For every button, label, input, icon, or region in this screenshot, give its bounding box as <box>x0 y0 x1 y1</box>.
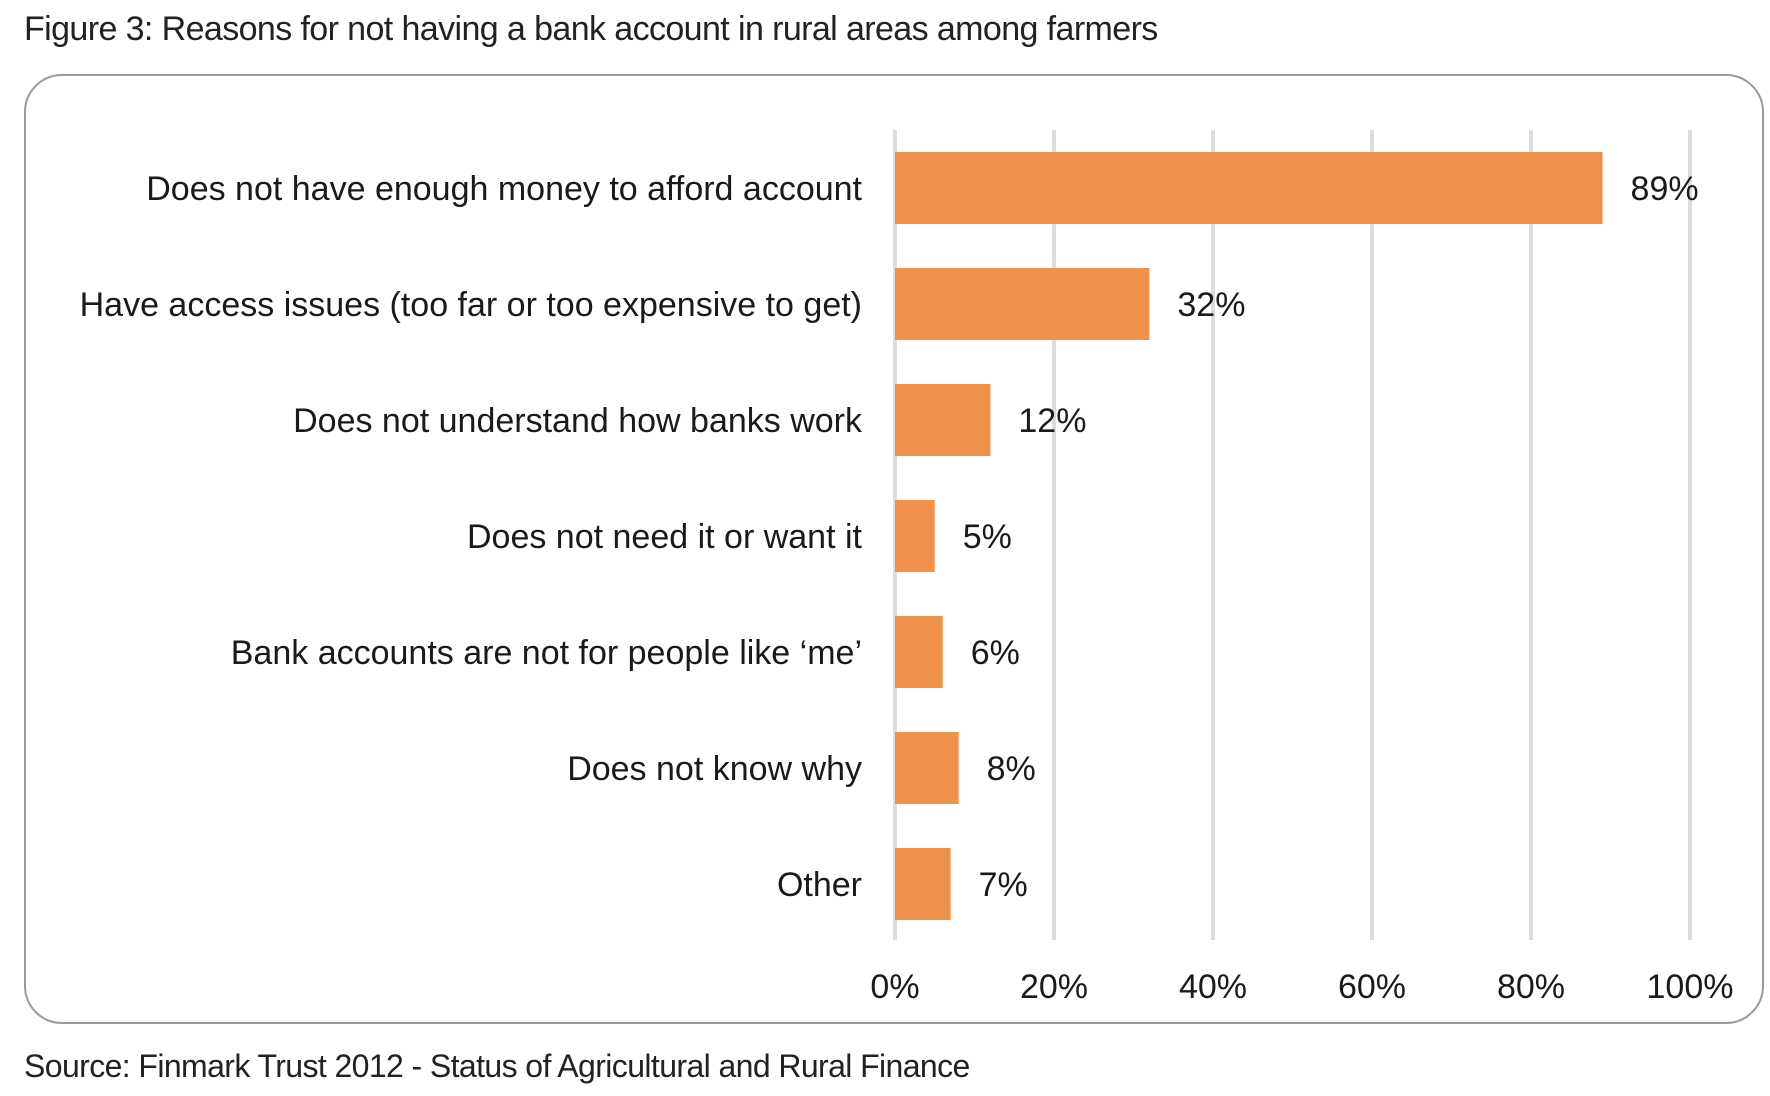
category-label: Bank accounts are not for people like ‘m… <box>231 634 862 672</box>
category-label: Does not have enough money to afford acc… <box>146 170 862 208</box>
bar <box>895 500 935 572</box>
category-label: Does not know why <box>567 750 862 788</box>
bar <box>895 616 943 688</box>
x-tick-label: 100% <box>1647 968 1734 1006</box>
value-label: 32% <box>1177 286 1245 324</box>
category-label: Other <box>777 866 862 904</box>
bar <box>895 268 1150 340</box>
x-tick-label: 80% <box>1497 968 1565 1006</box>
category-labels: Does not have enough money to afford acc… <box>80 170 863 904</box>
x-tick-label: 20% <box>1020 968 1088 1006</box>
category-label: Have access issues (too far or too expen… <box>80 286 862 324</box>
value-label: 89% <box>1631 170 1699 208</box>
value-labels: 89% 32% 12% 5% 6% 8% 7% <box>963 170 1699 904</box>
bar <box>895 848 951 920</box>
chart-frame <box>24 74 1764 1024</box>
value-label: 6% <box>971 634 1020 672</box>
bar <box>895 384 991 456</box>
category-label: Does not need it or want it <box>467 518 863 556</box>
value-label: 8% <box>987 750 1036 788</box>
x-axis-ticks: 0% 20% 40% 60% 80% 100% <box>870 968 1733 1006</box>
value-label: 7% <box>979 866 1028 904</box>
category-label: Does not understand how banks work <box>293 402 863 440</box>
x-tick-label: 40% <box>1179 968 1247 1006</box>
bars <box>895 152 1603 920</box>
source-note: Source: Finmark Trust 2012 - Status of A… <box>24 1048 970 1084</box>
bar <box>895 152 1603 224</box>
x-tick-label: 60% <box>1338 968 1406 1006</box>
bar <box>895 732 959 804</box>
x-tick-label: 0% <box>870 968 919 1006</box>
figure-title: Figure 3: Reasons for not having a bank … <box>24 10 1158 48</box>
grid-lines <box>893 130 1692 940</box>
value-label: 5% <box>963 518 1012 556</box>
value-label: 12% <box>1018 402 1086 440</box>
